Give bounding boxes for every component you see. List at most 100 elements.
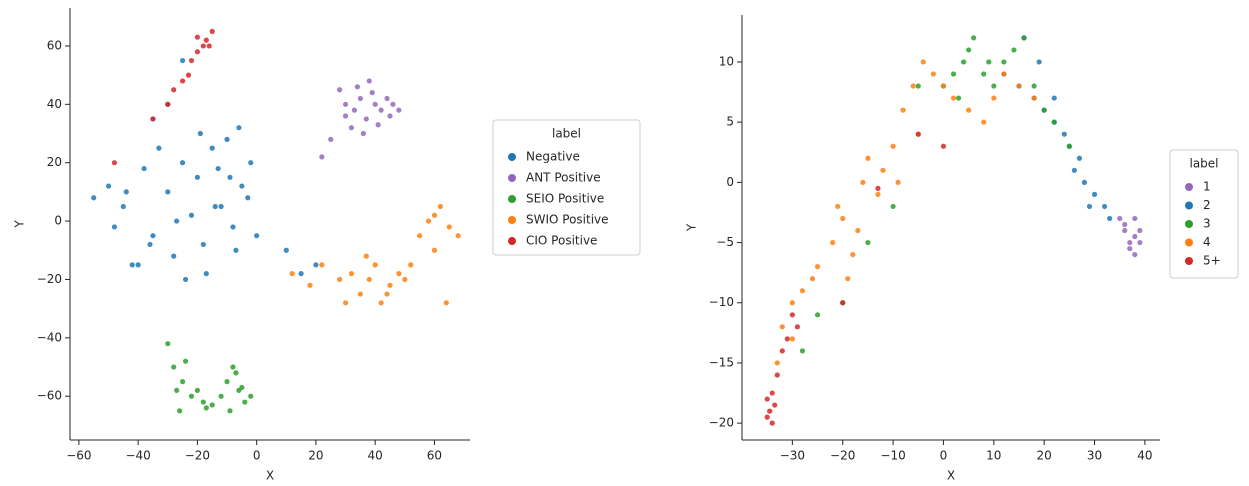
point <box>342 300 349 306</box>
point <box>120 203 126 210</box>
point <box>91 195 97 201</box>
point <box>814 264 821 270</box>
point <box>455 233 461 239</box>
x-tick-label: −20 <box>830 449 855 463</box>
x-tick-label: 20 <box>1037 449 1052 463</box>
point <box>865 239 871 246</box>
point <box>319 262 325 268</box>
point <box>150 233 156 239</box>
point <box>1086 203 1093 210</box>
point <box>1122 221 1128 228</box>
y-tick-label: −10 <box>709 295 734 309</box>
point <box>242 399 248 405</box>
point <box>179 160 186 166</box>
point <box>298 271 304 277</box>
point <box>194 34 201 40</box>
x-tick-label: 40 <box>1137 449 1152 463</box>
legend-label: CIO Positive <box>526 234 597 248</box>
x-tick-label: −40 <box>125 449 150 463</box>
point <box>1132 233 1138 240</box>
point <box>182 276 189 283</box>
point <box>1071 167 1077 173</box>
legend-label: 4 <box>1203 235 1211 249</box>
point <box>357 95 363 102</box>
point <box>224 136 230 142</box>
point <box>1061 131 1067 137</box>
point <box>348 271 355 277</box>
point <box>784 336 790 342</box>
point <box>1081 179 1088 185</box>
point <box>363 116 369 122</box>
point <box>764 396 770 402</box>
legend-label: 5+ <box>1203 254 1221 268</box>
point <box>179 379 186 385</box>
x-tick-label: 40 <box>368 449 383 463</box>
x-tick-label: −20 <box>185 449 210 463</box>
x-tick-label: 20 <box>308 449 323 463</box>
point <box>387 113 393 119</box>
point <box>342 113 349 119</box>
point <box>1137 239 1143 246</box>
point <box>165 341 171 347</box>
point <box>940 83 947 89</box>
point <box>966 47 972 53</box>
point <box>135 262 141 268</box>
x-tick-label: 30 <box>1087 449 1102 463</box>
point <box>960 59 967 65</box>
point <box>233 370 239 376</box>
point <box>764 414 770 420</box>
point <box>850 251 856 258</box>
legend-box <box>492 119 641 256</box>
point <box>396 107 402 113</box>
point <box>769 390 775 396</box>
point <box>1051 119 1057 125</box>
point <box>307 282 313 288</box>
point <box>384 291 390 297</box>
point <box>224 379 230 385</box>
point <box>372 262 378 268</box>
point <box>840 300 846 306</box>
point <box>431 212 438 218</box>
point <box>372 101 378 107</box>
point <box>239 183 245 189</box>
legend-label: ANT Positive <box>526 171 601 185</box>
point <box>174 218 180 224</box>
y-axis-label: Y <box>685 223 699 232</box>
point <box>1117 215 1123 222</box>
point <box>384 95 390 102</box>
legend-marker <box>508 153 516 161</box>
legend-marker <box>1185 183 1193 191</box>
point <box>915 83 921 89</box>
point <box>328 136 334 142</box>
point <box>188 57 195 64</box>
y-tick-label: 40 <box>47 97 62 111</box>
point <box>1107 215 1113 222</box>
point <box>194 387 201 393</box>
point <box>337 87 343 93</box>
y-tick-label: −20 <box>709 416 734 430</box>
legend-title: label <box>552 127 581 141</box>
point <box>860 179 866 185</box>
point <box>203 405 209 411</box>
legend-label: SWIO Positive <box>526 213 609 227</box>
point <box>1051 95 1057 101</box>
legend-marker <box>1185 257 1193 265</box>
point <box>248 393 254 399</box>
point <box>955 95 962 101</box>
point <box>245 195 251 201</box>
point <box>1127 245 1133 252</box>
point <box>212 203 218 210</box>
point <box>971 35 977 41</box>
point <box>1001 59 1007 65</box>
point <box>437 203 443 210</box>
point <box>431 247 438 253</box>
point <box>1076 155 1083 161</box>
point <box>396 271 402 277</box>
point <box>950 71 957 77</box>
point <box>230 224 236 230</box>
point <box>986 59 992 65</box>
legend-marker <box>508 195 516 203</box>
point <box>209 28 215 34</box>
point <box>111 224 118 230</box>
